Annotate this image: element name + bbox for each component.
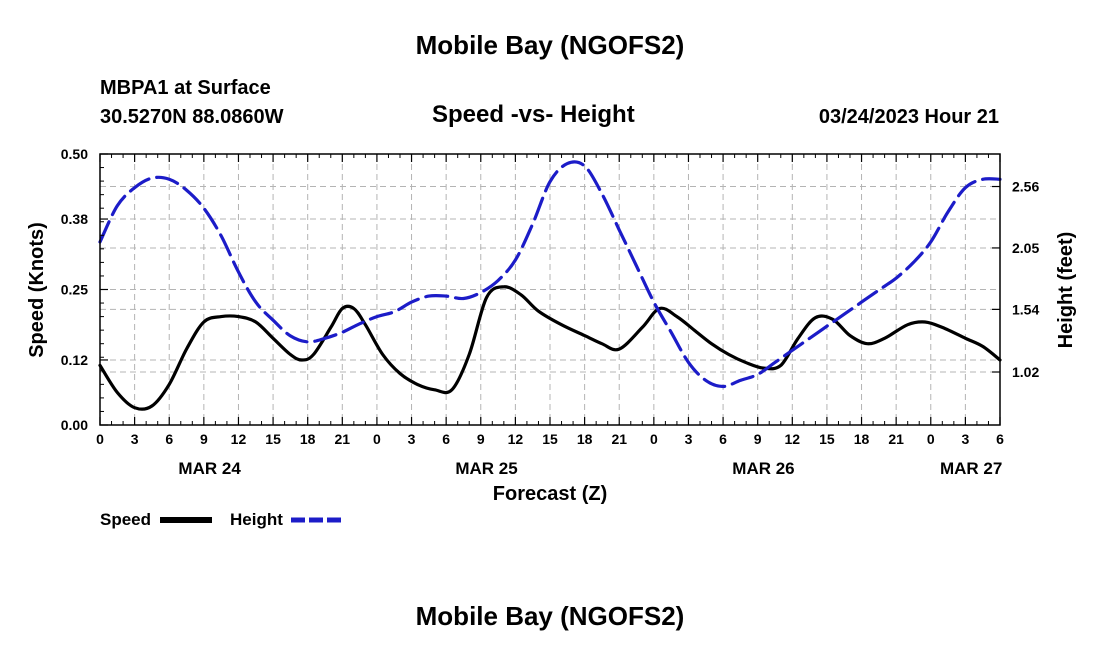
x-tick-label: 21	[335, 431, 351, 447]
y-tick-label: 0.50	[61, 146, 88, 162]
x-date-label: MAR 26	[732, 459, 794, 478]
x-tick-label: 12	[785, 431, 801, 447]
y2-tick-label: 1.54	[1012, 301, 1039, 317]
axes: 0 3 6 9 12 15 18 21 0 3 6 9 12 15 18 21 0 3 6 9 12 15 18 21 0 3 6M…	[61, 146, 1040, 478]
x-tick-label: 0	[927, 431, 935, 447]
x-axis-label: Forecast (Z)	[493, 483, 607, 505]
x-tick-label: 21	[611, 431, 627, 447]
x-tick-label: 21	[888, 431, 904, 447]
y2-tick-label: 1.02	[1012, 364, 1039, 380]
x-tick-label: 3	[131, 431, 139, 447]
x-tick-label: 0	[373, 431, 381, 447]
x-tick-label: 15	[819, 431, 835, 447]
x-tick-label: 3	[961, 431, 969, 447]
x-tick-label: 6	[719, 431, 727, 447]
y2-tick-label: 2.56	[1012, 179, 1039, 195]
station-name: MBPA1 at Surface	[100, 77, 271, 99]
x-tick-label: 18	[300, 431, 316, 447]
x-tick-label: 6	[442, 431, 450, 447]
chart-title: Mobile Bay (NGOFS2)	[415, 30, 685, 60]
station-coordinates: 30.5270N 88.0860W	[100, 106, 284, 128]
series-speed-line	[98, 285, 1002, 411]
forecast-datetime: 03/24/2023 Hour 21	[818, 106, 999, 128]
x-tick-label: 18	[854, 431, 870, 447]
y2-tick-label: 2.05	[1012, 240, 1039, 256]
x-date-label: MAR 25	[455, 459, 517, 478]
speed-height-chart: 0 3 6 9 12 15 18 21 0 3 6 9 12 15 18 21 0 3 6 9 12 15 18 21 0 3 6M…	[26, 146, 1077, 529]
x-tick-label: 9	[754, 431, 762, 447]
x-tick-label: 9	[477, 431, 485, 447]
x-tick-label: 15	[265, 431, 281, 447]
grid-lines	[99, 153, 1001, 426]
series-height-line	[98, 160, 1002, 389]
legend-height-label: Height	[230, 510, 283, 529]
x-tick-label: 12	[508, 431, 524, 447]
x-date-label: MAR 27	[940, 459, 1002, 478]
x-tick-label: 9	[200, 431, 208, 447]
y-tick-label: 0.25	[61, 282, 88, 298]
series-lines	[98, 160, 1002, 411]
y-tick-label: 0.00	[61, 417, 88, 433]
x-tick-label: 15	[542, 431, 558, 447]
x-tick-label: 18	[577, 431, 593, 447]
x-tick-label: 3	[408, 431, 416, 447]
y2-axis-label: Height (feet)	[1055, 232, 1077, 349]
x-tick-label: 0	[96, 431, 104, 447]
y-tick-label: 0.12	[61, 352, 88, 368]
legend-speed-label: Speed	[100, 510, 151, 529]
footer-title: Mobile Bay (NGOFS2)	[415, 601, 685, 631]
x-date-label: MAR 24	[178, 459, 241, 478]
x-tick-label: 3	[685, 431, 693, 447]
x-tick-label: 12	[231, 431, 247, 447]
x-tick-label: 0	[650, 431, 658, 447]
y-axis-label: Speed (Knots)	[26, 222, 48, 358]
chart-subtitle: Speed -vs- Height	[432, 101, 635, 128]
x-tick-label: 6	[996, 431, 1004, 447]
y-tick-label: 0.38	[61, 211, 88, 227]
x-tick-label: 6	[165, 431, 173, 447]
